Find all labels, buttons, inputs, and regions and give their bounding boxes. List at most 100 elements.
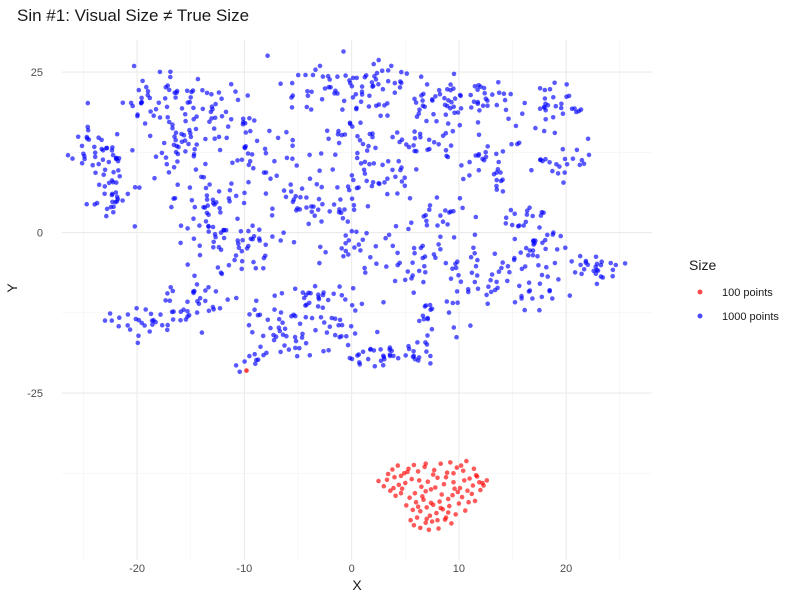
point-100-points — [416, 478, 422, 483]
point-1000-points — [530, 248, 536, 253]
point-1000-points — [233, 89, 238, 94]
point-1000-points — [376, 102, 382, 107]
point-1000-points — [350, 75, 356, 81]
point-1000-points — [375, 329, 380, 335]
point-1000-points — [310, 72, 316, 78]
point-1000-points — [309, 315, 315, 321]
point-1000-points — [365, 356, 371, 362]
point-1000-points — [434, 119, 439, 124]
point-1000-points — [86, 137, 92, 142]
point-1000-points — [424, 118, 429, 124]
point-1000-points — [313, 327, 318, 333]
point-1000-points — [114, 131, 120, 137]
point-100-points — [424, 516, 430, 522]
point-1000-points — [352, 331, 358, 336]
point-1000-points — [478, 84, 483, 89]
point-1000-points — [277, 328, 283, 334]
point-1000-points — [281, 230, 286, 235]
point-1000-points — [246, 243, 251, 249]
point-1000-points — [268, 325, 273, 331]
point-1000-points — [113, 199, 118, 205]
point-1000-points — [153, 154, 159, 159]
point-1000-points — [412, 136, 418, 141]
y-axis-title: Y — [4, 283, 20, 293]
point-1000-points — [241, 200, 247, 206]
point-1000-points — [84, 201, 89, 207]
point-1000-points — [411, 143, 416, 148]
point-1000-points — [318, 315, 324, 320]
point-1000-points — [207, 119, 212, 124]
point-1000-points — [370, 84, 375, 89]
point-1000-points — [530, 252, 536, 258]
point-1000-points — [473, 214, 479, 220]
legend-key-1000-points — [697, 313, 703, 319]
point-1000-points — [149, 318, 155, 324]
point-1000-points — [200, 106, 206, 112]
point-1000-points — [312, 283, 318, 289]
point-1000-points — [340, 107, 345, 112]
point-1000-points — [357, 360, 362, 365]
point-1000-points — [326, 136, 331, 142]
point-1000-points — [412, 96, 417, 102]
point-1000-points — [404, 71, 410, 76]
point-1000-points — [125, 191, 131, 197]
point-1000-points — [81, 151, 86, 157]
point-1000-points — [397, 139, 402, 145]
point-1000-points — [281, 188, 287, 193]
point-1000-points — [392, 80, 398, 86]
point-1000-points — [331, 291, 337, 297]
point-1000-points — [503, 215, 509, 220]
point-1000-points — [522, 264, 528, 269]
point-1000-points — [365, 204, 371, 209]
point-1000-points — [539, 294, 545, 300]
point-1000-points — [174, 88, 180, 94]
point-1000-points — [481, 85, 487, 91]
point-1000-points — [309, 89, 314, 95]
point-100-points — [395, 463, 401, 468]
point-1000-points — [519, 266, 525, 272]
point-1000-points — [354, 229, 359, 235]
point-1000-points — [248, 128, 253, 134]
point-1000-points — [257, 227, 262, 232]
point-1000-points — [185, 262, 190, 267]
point-1000-points — [278, 310, 284, 315]
point-1000-points — [286, 347, 292, 352]
point-1000-points — [537, 106, 543, 111]
point-1000-points — [139, 320, 144, 326]
point-1000-points — [569, 259, 574, 264]
point-1000-points — [305, 93, 311, 99]
point-1000-points — [387, 345, 393, 350]
point-100-points — [411, 462, 417, 468]
point-1000-points — [316, 196, 322, 202]
point-1000-points — [569, 106, 575, 112]
point-1000-points — [206, 224, 211, 229]
point-1000-points — [194, 114, 199, 119]
point-1000-points — [541, 128, 547, 134]
point-100-points — [472, 498, 478, 504]
point-100-points — [445, 496, 451, 502]
point-1000-points — [453, 265, 459, 271]
point-1000-points — [425, 147, 430, 153]
point-1000-points — [358, 120, 363, 125]
point-1000-points — [500, 149, 506, 154]
point-1000-points — [247, 116, 252, 121]
point-1000-points — [383, 235, 388, 241]
point-1000-points — [445, 222, 450, 227]
point-1000-points — [445, 87, 450, 92]
point-1000-points — [515, 224, 521, 229]
point-1000-points — [240, 116, 246, 122]
point-1000-points — [461, 176, 466, 182]
point-1000-points — [446, 310, 452, 315]
point-1000-points — [522, 307, 527, 313]
point-1000-points — [339, 322, 345, 328]
point-1000-points — [354, 185, 360, 191]
point-1000-points — [85, 100, 91, 106]
point-1000-points — [498, 178, 504, 184]
point-1000-points — [451, 86, 456, 91]
point-1000-points — [150, 322, 155, 327]
point-1000-points — [315, 304, 321, 309]
point-100-points — [442, 517, 448, 522]
point-1000-points — [297, 321, 303, 327]
point-1000-points — [336, 322, 341, 328]
point-1000-points — [236, 245, 242, 251]
